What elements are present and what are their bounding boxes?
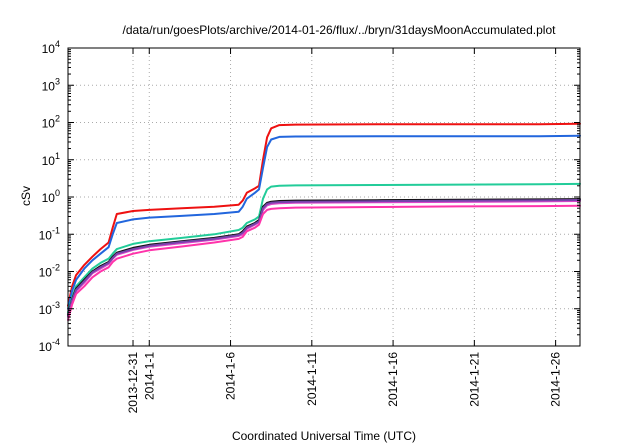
y-tick-label: 10-2: [39, 263, 60, 280]
y-axis-label: cSv: [19, 186, 33, 206]
y-tick-label: 10-4: [39, 337, 60, 354]
chart-title: /data/run/goesPlots/archive/2014-01-26/f…: [123, 23, 557, 37]
x-tick-label: 2014-1-11: [305, 352, 319, 406]
series-line: [67, 134, 581, 310]
tick-group: 10-4 10-3 10-2 10-1 100 101 102 103 104 2013-12-3…: [39, 39, 580, 413]
x-tick-label: 2014-1-6: [224, 352, 238, 400]
series-line: [67, 122, 581, 307]
series-group: [67, 122, 581, 321]
grid: [68, 48, 580, 346]
series-line: [67, 182, 581, 314]
y-tick-label: 101: [42, 151, 60, 168]
x-tick-label: 2014-1-1: [142, 352, 156, 400]
x-tick-label: 2014-1-16: [386, 352, 400, 407]
x-tick-label: 2013-12-31: [126, 352, 140, 414]
x-tick-label: 2014-1-21: [467, 352, 481, 407]
x-axis-label: Coordinated Universal Time (UTC): [232, 429, 416, 443]
y-tick-label: 103: [42, 76, 60, 93]
series-line: [67, 204, 581, 321]
series-line: [67, 199, 581, 317]
y-tick-label: 10-1: [39, 225, 60, 242]
y-tick-label: 100: [42, 188, 60, 205]
x-tick-label: 2014-1-26: [549, 352, 563, 407]
y-tick-label: 102: [42, 114, 60, 131]
y-tick-label: 104: [42, 39, 60, 56]
series-line: [67, 198, 581, 316]
y-tick-label: 10-3: [39, 300, 60, 317]
